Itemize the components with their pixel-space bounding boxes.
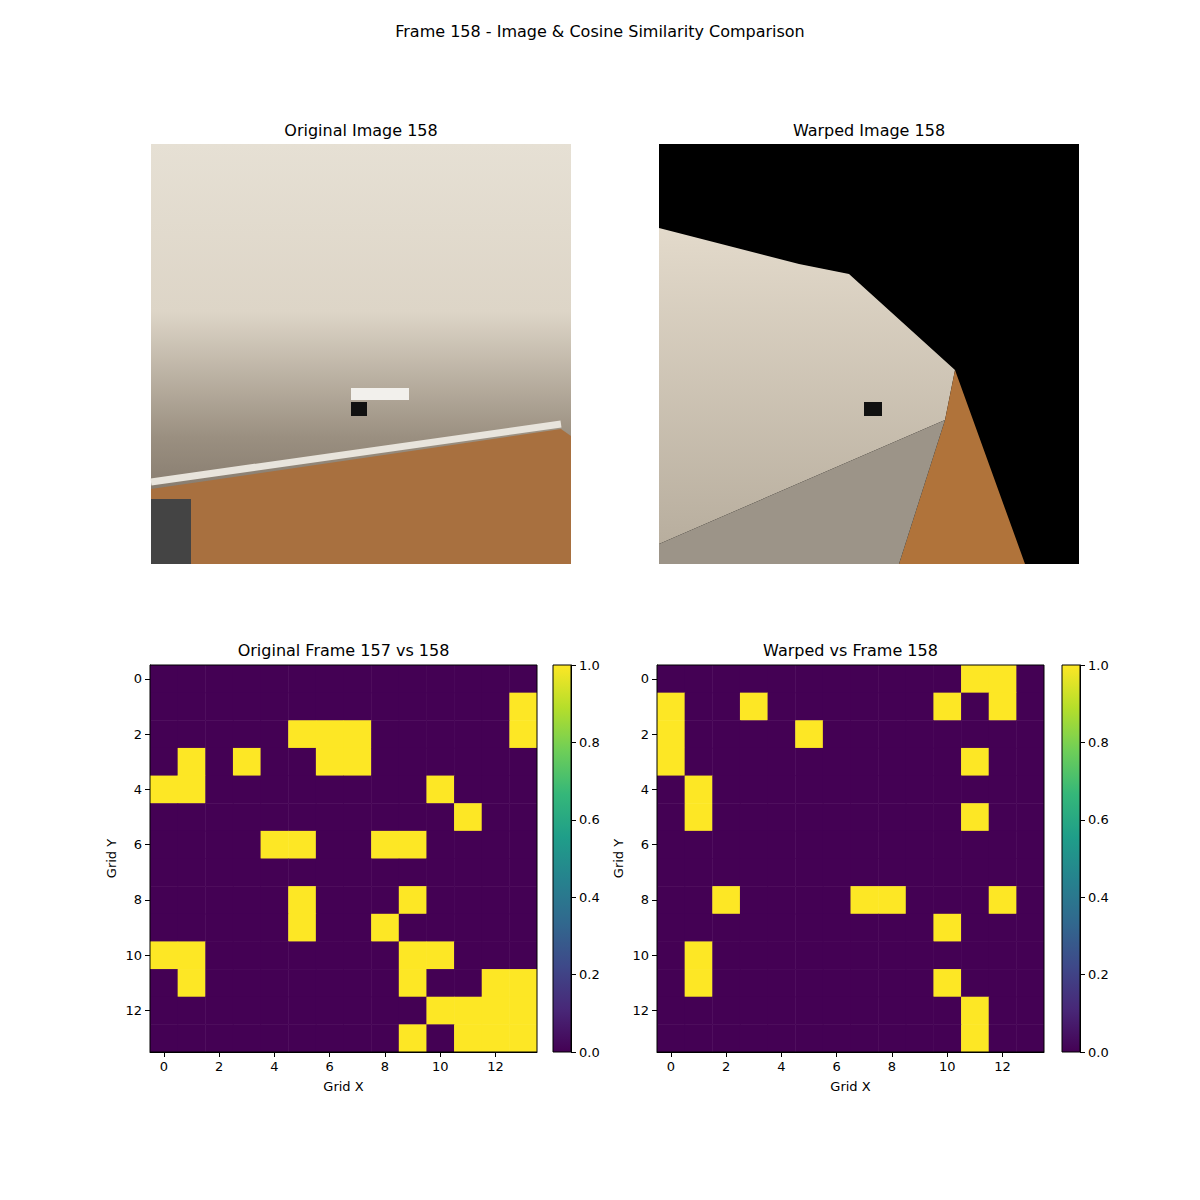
svg-text:0.2: 0.2 [579,967,600,982]
svg-text:0.0: 0.0 [579,1045,600,1060]
svg-text:8: 8 [381,1059,389,1074]
svg-text:6: 6 [833,1059,841,1074]
svg-text:6: 6 [641,837,649,852]
svg-text:2: 2 [722,1059,730,1074]
svg-text:10: 10 [432,1059,449,1074]
svg-text:2: 2 [215,1059,223,1074]
svg-text:Original Image 158: Original Image 158 [284,121,437,140]
svg-text:0: 0 [160,1059,168,1074]
svg-text:Frame 158 - Image & Cosine Sim: Frame 158 - Image & Cosine Similarity Co… [395,22,805,41]
svg-text:0.6: 0.6 [579,812,600,827]
svg-text:0.8: 0.8 [579,735,600,750]
svg-text:4: 4 [134,782,142,797]
svg-text:0.2: 0.2 [1088,967,1109,982]
svg-text:12: 12 [994,1059,1011,1074]
svg-text:8: 8 [641,892,649,907]
svg-text:8: 8 [134,892,142,907]
svg-text:4: 4 [270,1059,278,1074]
svg-text:8: 8 [888,1059,896,1074]
svg-text:1.0: 1.0 [579,658,600,673]
svg-text:1.0: 1.0 [1088,658,1109,673]
svg-text:0.6: 0.6 [1088,812,1109,827]
svg-text:4: 4 [777,1059,785,1074]
svg-text:2: 2 [641,727,649,742]
svg-text:6: 6 [134,837,142,852]
svg-text:Grid Y: Grid Y [611,839,626,878]
svg-text:0.0: 0.0 [1088,1045,1109,1060]
svg-text:12: 12 [487,1059,504,1074]
svg-text:10: 10 [125,948,142,963]
svg-text:Warped vs Frame 158: Warped vs Frame 158 [763,641,938,660]
svg-text:0.4: 0.4 [579,890,600,905]
svg-text:10: 10 [939,1059,956,1074]
svg-text:0: 0 [134,671,142,686]
svg-text:Grid X: Grid X [323,1079,363,1094]
svg-text:12: 12 [632,1003,649,1018]
svg-text:0: 0 [667,1059,675,1074]
svg-text:0: 0 [641,671,649,686]
svg-text:Original Frame 157 vs 158: Original Frame 157 vs 158 [238,641,450,660]
svg-text:10: 10 [632,948,649,963]
svg-text:0.8: 0.8 [1088,735,1109,750]
svg-text:Grid Y: Grid Y [104,839,119,878]
svg-text:Warped Image 158: Warped Image 158 [793,121,945,140]
svg-text:12: 12 [125,1003,142,1018]
svg-text:4: 4 [641,782,649,797]
svg-text:0.4: 0.4 [1088,890,1109,905]
svg-text:2: 2 [134,727,142,742]
svg-text:6: 6 [326,1059,334,1074]
svg-text:Grid X: Grid X [830,1079,870,1094]
